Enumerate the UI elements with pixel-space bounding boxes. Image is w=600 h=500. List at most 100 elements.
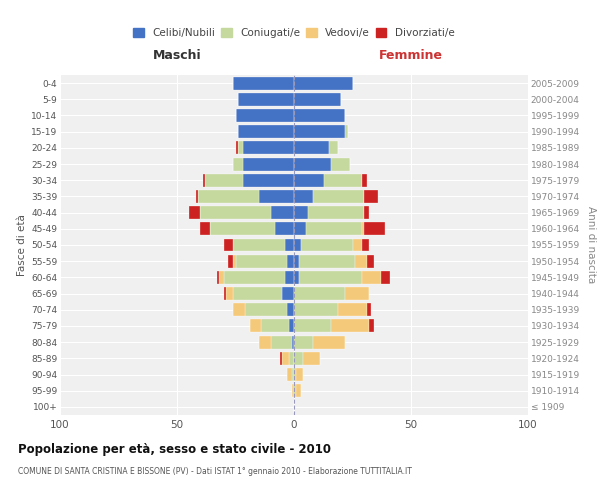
- Bar: [238, 125, 294, 138]
- Bar: [219, 271, 224, 284]
- Bar: [284, 238, 294, 252]
- Bar: [284, 271, 294, 284]
- Bar: [210, 222, 275, 235]
- Bar: [287, 368, 292, 381]
- Bar: [238, 142, 242, 154]
- Bar: [294, 352, 304, 365]
- Bar: [289, 352, 294, 365]
- Bar: [294, 206, 308, 219]
- Bar: [242, 142, 294, 154]
- Bar: [294, 384, 296, 397]
- Bar: [233, 158, 242, 170]
- Bar: [205, 174, 242, 186]
- Y-axis label: Fasce di età: Fasce di età: [17, 214, 27, 276]
- Bar: [306, 222, 362, 235]
- Bar: [331, 320, 369, 332]
- Bar: [362, 174, 367, 186]
- Bar: [224, 271, 284, 284]
- Bar: [233, 254, 235, 268]
- Bar: [242, 174, 294, 186]
- Bar: [226, 287, 233, 300]
- Bar: [294, 190, 313, 203]
- Bar: [250, 320, 261, 332]
- Bar: [233, 287, 283, 300]
- Bar: [229, 254, 233, 268]
- Bar: [287, 254, 294, 268]
- Bar: [299, 271, 362, 284]
- Bar: [292, 336, 294, 348]
- Bar: [364, 206, 369, 219]
- Bar: [353, 238, 362, 252]
- Bar: [380, 271, 390, 284]
- Bar: [294, 254, 299, 268]
- Bar: [198, 190, 259, 203]
- Bar: [294, 93, 341, 106]
- Bar: [367, 254, 374, 268]
- Bar: [296, 368, 304, 381]
- Bar: [294, 125, 346, 138]
- Bar: [294, 304, 338, 316]
- Bar: [242, 158, 294, 170]
- Bar: [294, 368, 296, 381]
- Bar: [308, 206, 364, 219]
- Bar: [233, 238, 284, 252]
- Bar: [299, 254, 355, 268]
- Bar: [261, 320, 289, 332]
- Bar: [233, 76, 294, 90]
- Bar: [313, 336, 346, 348]
- Y-axis label: Anni di nascita: Anni di nascita: [586, 206, 596, 284]
- Bar: [304, 352, 320, 365]
- Bar: [235, 109, 294, 122]
- Bar: [292, 384, 294, 397]
- Bar: [369, 320, 374, 332]
- Bar: [217, 271, 219, 284]
- Bar: [259, 336, 271, 348]
- Bar: [296, 384, 301, 397]
- Bar: [236, 254, 287, 268]
- Bar: [301, 238, 353, 252]
- Bar: [294, 142, 329, 154]
- Text: Maschi: Maschi: [152, 50, 202, 62]
- Bar: [238, 93, 294, 106]
- Bar: [364, 222, 385, 235]
- Bar: [292, 368, 294, 381]
- Legend: Celibi/Nubili, Coniugati/e, Vedovi/e, Divorziati/e: Celibi/Nubili, Coniugati/e, Vedovi/e, Di…: [131, 26, 457, 40]
- Bar: [294, 271, 299, 284]
- Bar: [289, 320, 294, 332]
- Text: Popolazione per età, sesso e stato civile - 2010: Popolazione per età, sesso e stato civil…: [18, 442, 331, 456]
- Bar: [200, 206, 271, 219]
- Bar: [294, 336, 313, 348]
- Bar: [294, 287, 346, 300]
- Bar: [362, 222, 364, 235]
- Bar: [294, 320, 331, 332]
- Bar: [283, 287, 294, 300]
- Bar: [346, 125, 348, 138]
- Bar: [294, 222, 306, 235]
- Bar: [224, 238, 233, 252]
- Text: Femmine: Femmine: [379, 50, 443, 62]
- Bar: [196, 190, 198, 203]
- Bar: [294, 174, 325, 186]
- Bar: [294, 109, 346, 122]
- Bar: [362, 238, 369, 252]
- Bar: [325, 174, 362, 186]
- Bar: [200, 222, 210, 235]
- Bar: [355, 254, 367, 268]
- Bar: [287, 304, 294, 316]
- Bar: [280, 352, 283, 365]
- Bar: [313, 190, 364, 203]
- Bar: [235, 142, 238, 154]
- Bar: [362, 271, 380, 284]
- Bar: [367, 304, 371, 316]
- Bar: [331, 158, 350, 170]
- Bar: [294, 76, 353, 90]
- Bar: [271, 206, 294, 219]
- Text: COMUNE DI SANTA CRISTINA E BISSONE (PV) - Dati ISTAT 1° gennaio 2010 - Elaborazi: COMUNE DI SANTA CRISTINA E BISSONE (PV) …: [18, 468, 412, 476]
- Bar: [259, 190, 294, 203]
- Bar: [224, 287, 226, 300]
- Bar: [294, 238, 301, 252]
- Bar: [329, 142, 338, 154]
- Bar: [346, 287, 369, 300]
- Bar: [294, 158, 331, 170]
- Bar: [203, 174, 205, 186]
